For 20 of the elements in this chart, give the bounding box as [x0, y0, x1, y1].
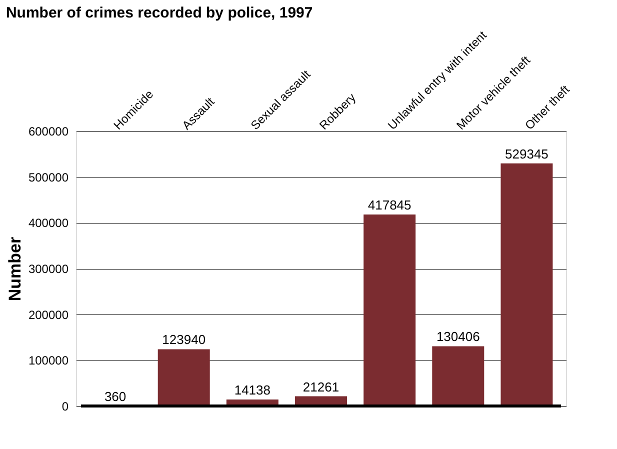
y-tick-label: 500000 [28, 170, 69, 184]
data-label: 417845 [368, 197, 412, 212]
bar [158, 349, 210, 406]
chart-title: Number of crimes recorded by police, 1997 [6, 4, 313, 22]
y-axis-title: Number [5, 236, 24, 302]
bar [500, 163, 553, 406]
y-tick-label: 400000 [28, 216, 69, 230]
bar [432, 346, 484, 406]
y-tick-label: 300000 [28, 262, 69, 276]
bar [364, 214, 416, 406]
data-label: 21261 [302, 379, 340, 394]
data-label: 130406 [436, 329, 480, 344]
data-label: 123940 [162, 332, 206, 348]
data-label: 14138 [234, 382, 271, 398]
y-tick-label: 600000 [28, 124, 69, 138]
data-label: 360 [104, 388, 126, 404]
y-tick-label: 0 [62, 400, 69, 414]
data-label: 529345 [505, 146, 548, 162]
y-tick-label: 100000 [28, 354, 69, 368]
y-tick-label: 200000 [28, 308, 69, 322]
